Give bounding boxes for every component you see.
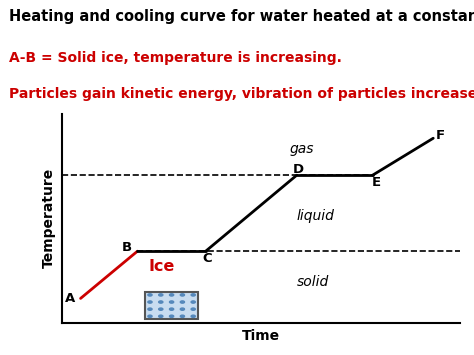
Circle shape — [148, 315, 152, 317]
Circle shape — [180, 315, 184, 317]
Text: Particles gain kinetic energy, vibration of particles increases.: Particles gain kinetic energy, vibration… — [9, 87, 474, 101]
Text: C: C — [203, 252, 212, 265]
Circle shape — [180, 294, 184, 296]
Text: D: D — [293, 163, 304, 176]
Text: solid: solid — [297, 275, 329, 289]
Bar — [145, 292, 198, 319]
Text: Ice: Ice — [149, 259, 175, 274]
X-axis label: Time: Time — [242, 329, 280, 343]
Circle shape — [180, 301, 184, 303]
Text: A-B = Solid ice, temperature is increasing.: A-B = Solid ice, temperature is increasi… — [9, 51, 342, 65]
Circle shape — [159, 301, 163, 303]
Circle shape — [148, 301, 152, 303]
Text: Heating and cooling curve for water heated at a constant rates.: Heating and cooling curve for water heat… — [9, 9, 474, 24]
Circle shape — [159, 315, 163, 317]
Circle shape — [180, 308, 184, 310]
Circle shape — [159, 308, 163, 310]
Circle shape — [159, 294, 163, 296]
Circle shape — [170, 308, 173, 310]
Circle shape — [191, 294, 195, 296]
Circle shape — [191, 308, 195, 310]
Circle shape — [170, 315, 173, 317]
Y-axis label: Temperature: Temperature — [42, 168, 56, 268]
Text: liquid: liquid — [297, 209, 335, 223]
Circle shape — [170, 294, 173, 296]
Circle shape — [170, 301, 173, 303]
Circle shape — [191, 301, 195, 303]
Text: gas: gas — [289, 142, 314, 155]
Circle shape — [148, 294, 152, 296]
Text: F: F — [436, 129, 445, 142]
Text: E: E — [372, 176, 381, 189]
Circle shape — [148, 308, 152, 310]
Text: A: A — [65, 292, 75, 305]
Circle shape — [191, 315, 195, 317]
Text: B: B — [122, 241, 132, 253]
